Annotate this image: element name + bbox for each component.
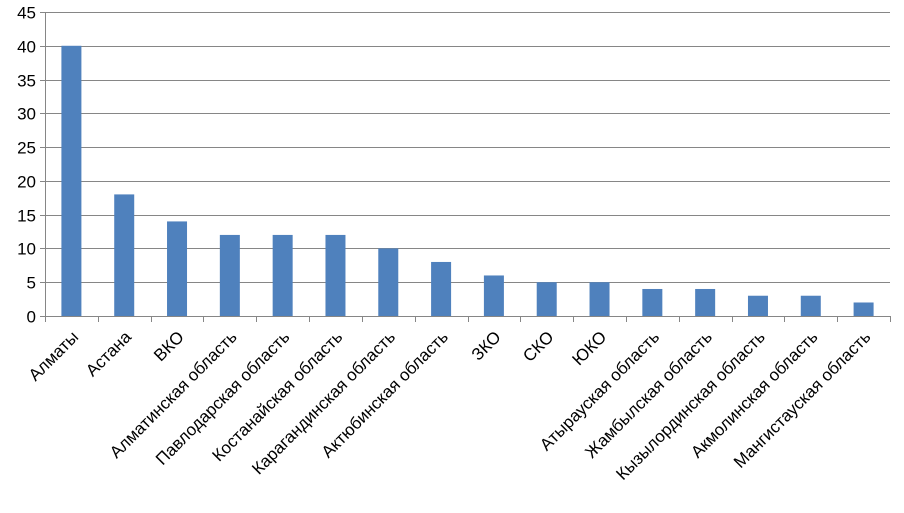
x-category-label: ВКО [150, 327, 188, 365]
y-tick-label: 15 [17, 207, 36, 226]
y-tick-labels: 0 5 10 15 20 25 30 35 40 45 [17, 4, 36, 327]
bar [272, 234, 293, 316]
bar [219, 234, 240, 316]
bar [747, 295, 768, 316]
x-category-label: Алматы [25, 327, 82, 384]
bar [536, 282, 557, 316]
bar [378, 248, 399, 316]
y-tick-label: 10 [17, 240, 36, 259]
bar [853, 302, 874, 316]
y-tick-label: 20 [17, 173, 36, 192]
y-tick-label: 30 [17, 105, 36, 124]
bar [589, 282, 610, 316]
bar [695, 288, 716, 316]
bar [431, 261, 452, 316]
bar [642, 288, 663, 316]
y-tick-label: 45 [17, 4, 36, 23]
bars [61, 45, 874, 317]
axes [40, 12, 891, 322]
bar [167, 221, 188, 316]
x-category-label: СКО [519, 327, 557, 365]
x-category-label: ЗКО [468, 327, 505, 364]
y-tick-label: 0 [27, 308, 36, 327]
bar [61, 45, 82, 317]
y-tick-label: 40 [17, 38, 36, 57]
bar [483, 275, 504, 316]
x-category-label: ЮКО [569, 327, 611, 369]
bar [325, 234, 346, 316]
y-tick-label: 35 [17, 72, 36, 91]
x-category-label: Астана [82, 327, 135, 380]
y-tick-label: 5 [27, 274, 36, 293]
y-tick-label: 25 [17, 139, 36, 158]
bar [114, 194, 135, 316]
bar [800, 295, 821, 316]
